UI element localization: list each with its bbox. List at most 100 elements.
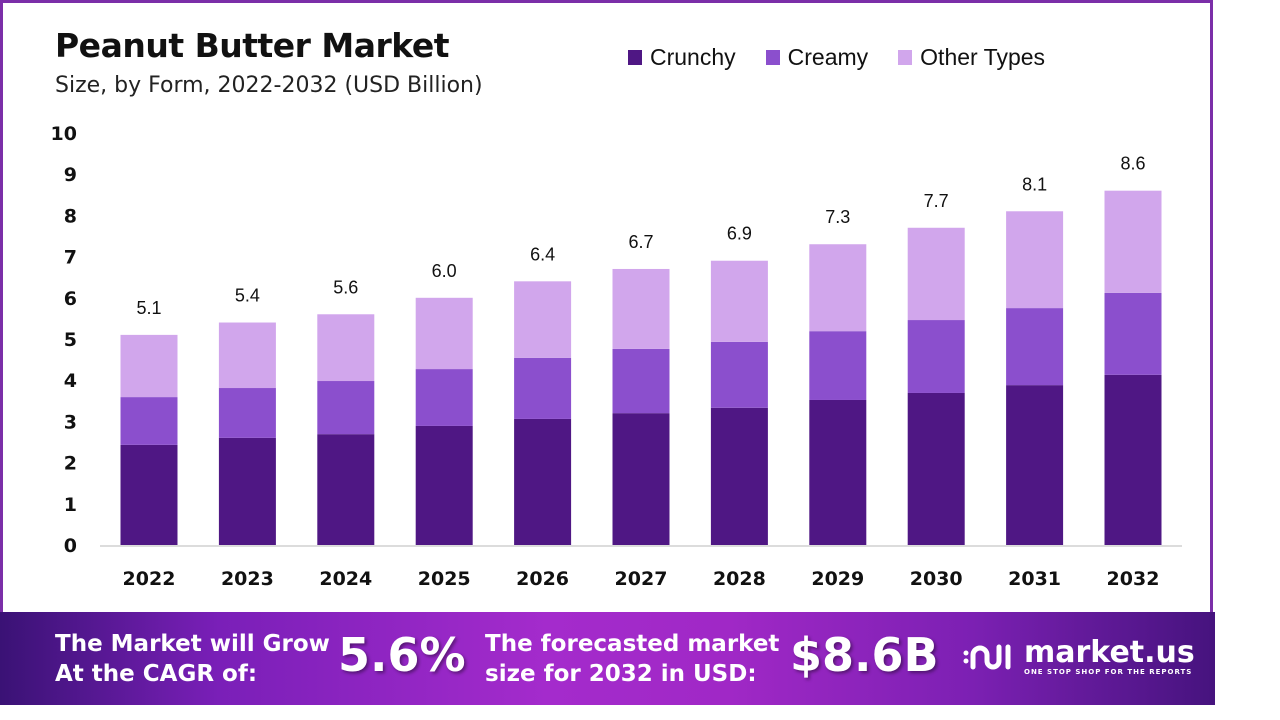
x-tick-label: 2023 bbox=[221, 568, 274, 590]
legend-label: Crunchy bbox=[650, 44, 736, 70]
bar-segment-creamy bbox=[1104, 292, 1162, 375]
bar-stack-2025 bbox=[415, 297, 473, 545]
total-labels: 5.1 5.4 5.6 6.0 6.4 6.7 6.9 7.3 7.7 8.1 8.6 bbox=[136, 154, 1145, 318]
bar-stack-2031 bbox=[1006, 211, 1064, 545]
legend-item-other-types: Other Types bbox=[898, 44, 1045, 71]
bar-segment-other-types bbox=[612, 268, 670, 349]
x-tick-label: 2032 bbox=[1107, 568, 1160, 590]
bar-segment-crunchy bbox=[907, 392, 965, 545]
chart-title: Peanut Butter Market bbox=[55, 26, 450, 65]
brand-tagline: ONE STOP SHOP FOR THE REPORTS bbox=[1024, 668, 1193, 676]
forecast-label-line1: The forecasted market bbox=[485, 631, 780, 657]
total-label: 5.4 bbox=[235, 286, 260, 306]
x-tick-label: 2027 bbox=[615, 568, 668, 590]
total-label: 6.9 bbox=[727, 224, 752, 244]
y-tick-label: 10 bbox=[51, 123, 77, 145]
total-label: 7.3 bbox=[825, 207, 850, 227]
brand-logo: market.us ONE STOP SHOP FOR THE REPORTS bbox=[962, 638, 1195, 676]
total-label: 6.4 bbox=[530, 244, 555, 264]
bar-segment-other-types bbox=[120, 334, 178, 398]
bar-segment-creamy bbox=[218, 388, 276, 438]
bar-stack-2030 bbox=[907, 227, 965, 545]
bar-segment-crunchy bbox=[1104, 374, 1162, 545]
y-tick-label: 0 bbox=[64, 535, 77, 557]
y-tick-label: 6 bbox=[64, 288, 77, 310]
bar-segment-other-types bbox=[710, 260, 768, 342]
y-tick-label: 1 bbox=[64, 494, 77, 516]
legend: Crunchy Creamy Other Types bbox=[628, 44, 1075, 71]
total-label: 8.6 bbox=[1120, 154, 1145, 174]
bar-segment-crunchy bbox=[1006, 385, 1064, 545]
bar-segment-other-types bbox=[1104, 190, 1162, 293]
x-tick-label: 2028 bbox=[713, 568, 766, 590]
x-axis: 2022 2023 2024 2025 2026 2027 2028 2029 2030 2031… bbox=[123, 568, 1160, 590]
x-tick-label: 2026 bbox=[516, 568, 569, 590]
y-tick-label: 5 bbox=[64, 329, 77, 351]
bar-stack-2022 bbox=[120, 334, 178, 545]
bar-segment-crunchy bbox=[514, 418, 572, 545]
bar-segment-other-types bbox=[317, 314, 375, 382]
forecast-value: $8.6B bbox=[790, 628, 939, 682]
total-label: 5.6 bbox=[333, 277, 358, 297]
bar-segment-other-types bbox=[907, 227, 965, 321]
bar-segment-crunchy bbox=[809, 399, 867, 545]
x-tick-label: 2031 bbox=[1008, 568, 1061, 590]
bar-segment-creamy bbox=[710, 341, 768, 408]
bar-segment-creamy bbox=[612, 348, 670, 414]
total-label: 8.1 bbox=[1022, 174, 1047, 194]
chart-subtitle: Size, by Form, 2022-2032 (USD Billion) bbox=[55, 73, 483, 98]
legend-swatch-creamy bbox=[765, 50, 780, 65]
total-label: 5.1 bbox=[136, 298, 161, 318]
total-label: 6.7 bbox=[628, 232, 653, 252]
forecast-label: The forecasted market size for 2032 in U… bbox=[485, 629, 779, 689]
bar-stack-2032 bbox=[1104, 190, 1162, 545]
bar-segment-creamy bbox=[809, 331, 867, 400]
bar-stack-2028 bbox=[710, 260, 768, 545]
bar-segment-other-types bbox=[809, 244, 867, 332]
y-tick-label: 4 bbox=[64, 370, 77, 392]
bar-segment-crunchy bbox=[612, 413, 670, 545]
bar-segment-crunchy bbox=[317, 434, 375, 545]
y-tick-label: 8 bbox=[64, 205, 77, 227]
y-axis: 0 1 2 3 4 5 6 7 8 9 10 bbox=[51, 123, 77, 557]
bars bbox=[120, 190, 1162, 545]
legend-label: Creamy bbox=[787, 44, 869, 70]
cagr-label: The Market will Grow At the CAGR of: bbox=[55, 629, 330, 689]
brand-name: market.us bbox=[1024, 635, 1195, 670]
market-us-logo-icon bbox=[963, 644, 1011, 670]
bar-segment-creamy bbox=[317, 381, 375, 435]
x-tick-label: 2030 bbox=[910, 568, 963, 590]
legend-swatch-crunchy bbox=[628, 50, 642, 65]
bar-segment-other-types bbox=[1006, 211, 1064, 309]
legend-item-creamy: Creamy bbox=[765, 44, 869, 71]
chart-frame bbox=[0, 0, 1213, 612]
legend-label: Other Types bbox=[920, 44, 1046, 70]
x-tick-label: 2025 bbox=[418, 568, 471, 590]
bar-segment-creamy bbox=[1006, 308, 1064, 386]
bar-segment-crunchy bbox=[218, 437, 276, 545]
y-tick-label: 9 bbox=[64, 164, 77, 186]
cagr-label-line2: At the CAGR of: bbox=[55, 661, 258, 687]
bar-segment-creamy bbox=[120, 397, 178, 445]
bar-segment-creamy bbox=[907, 320, 965, 393]
bar-segment-other-types bbox=[218, 322, 276, 389]
total-label: 7.7 bbox=[924, 191, 949, 211]
bar-segment-creamy bbox=[514, 357, 572, 419]
y-tick-label: 2 bbox=[64, 453, 77, 475]
legend-swatch-other-types bbox=[898, 50, 913, 65]
summary-banner: The Market will Grow At the CAGR of: 5.6… bbox=[0, 612, 1215, 705]
bar-stack-2027 bbox=[612, 268, 670, 545]
bar-stack-2024 bbox=[317, 314, 375, 545]
y-tick-label: 7 bbox=[64, 247, 77, 269]
cagr-label-line1: The Market will Grow bbox=[55, 631, 330, 657]
x-tick-label: 2024 bbox=[319, 568, 372, 590]
total-label: 6.0 bbox=[432, 261, 457, 281]
x-tick-label: 2022 bbox=[123, 568, 176, 590]
bar-segment-other-types bbox=[514, 281, 572, 358]
x-tick-label: 2029 bbox=[811, 568, 864, 590]
bar-stack-2026 bbox=[514, 281, 572, 545]
bar-segment-crunchy bbox=[120, 444, 178, 545]
y-tick-label: 3 bbox=[64, 411, 77, 433]
bar-segment-crunchy bbox=[415, 425, 473, 545]
